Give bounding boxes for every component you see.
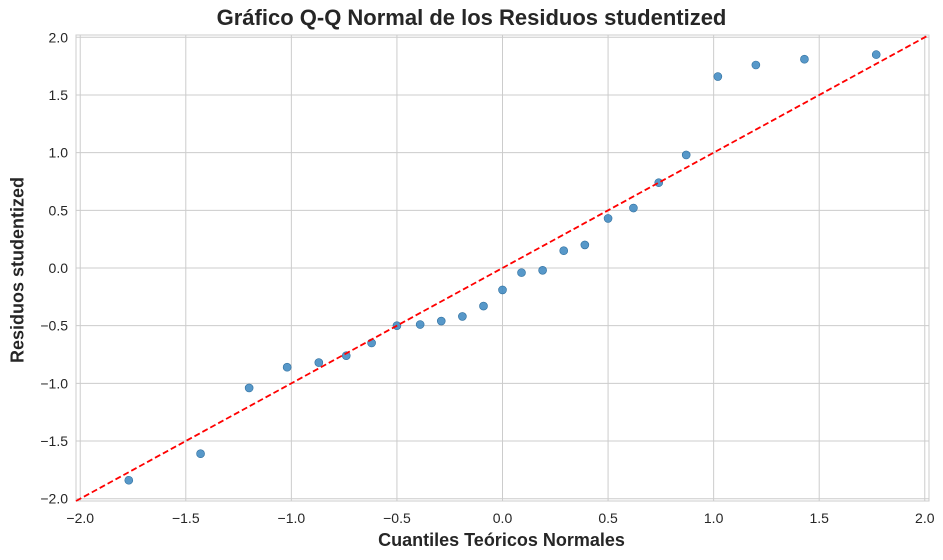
data-point [282,362,292,372]
data-point [559,246,569,255]
data-point [498,285,507,295]
x-axis-label: Cuantiles Teóricos Normales [378,530,625,550]
data-point [629,203,638,213]
data-point [436,316,446,326]
data-point [196,449,205,459]
y-tick-label: 0.5 [49,202,69,218]
data-point [314,358,324,367]
plot-frame [75,34,930,502]
grid [76,35,929,501]
data-point [244,383,254,393]
y-tick-label: 1.0 [49,145,69,161]
y-tick-label: 1.5 [49,87,69,103]
data-point [415,320,425,329]
data-point [751,60,761,70]
data-point [871,50,881,59]
y-tick-label: −1.0 [40,375,68,391]
data-point [800,54,809,64]
y-tick-label: −1.5 [40,433,68,449]
y-tick-label: −2.0 [40,491,68,507]
x-tick-label: 2.0 [915,510,935,526]
data-point [479,301,488,311]
x-tick-label: 0.0 [493,510,513,526]
x-tick-label: 1.5 [809,510,829,526]
data-points [124,50,881,485]
y-tick-label: 2.0 [49,29,69,45]
data-point [124,475,134,485]
data-point [458,312,467,321]
data-point [681,150,691,160]
data-point [603,214,613,223]
data-point [713,72,723,81]
x-tick-label: −2.0 [66,510,94,526]
data-point [538,266,547,275]
x-tick-label: −1.0 [278,510,306,526]
x-tick-label: −1.5 [172,510,200,526]
y-tick-label: −0.5 [40,318,68,334]
x-tick-label: 1.0 [704,510,724,526]
y-ticks: −2.0 −1.5 −1.0 −0.5 0.0 0.5 1.0 1.5 2.0 [40,29,68,506]
chart-title: Gráfico Q-Q Normal de los Residuos stude… [216,5,727,30]
data-point [580,240,590,250]
x-tick-label: −0.5 [383,510,411,526]
y-tick-label: 0.0 [49,260,69,276]
x-tick-label: 0.5 [598,510,618,526]
x-ticks: −2.0 −1.5 −1.0 −0.5 0.0 0.5 1.0 1.5 2.0 [66,510,934,526]
data-point [517,268,526,277]
